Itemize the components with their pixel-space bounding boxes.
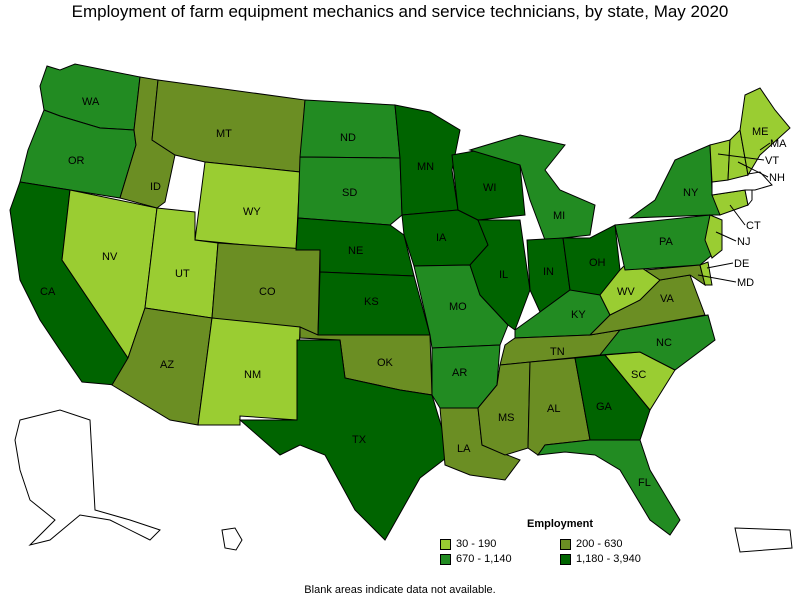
state-FL[interactable] xyxy=(536,439,681,536)
state-PR[interactable] xyxy=(734,527,793,553)
leader-lines xyxy=(697,142,771,283)
legend-swatch-2 xyxy=(560,538,571,550)
state-NY[interactable] xyxy=(628,144,721,219)
label-WA: WA xyxy=(82,96,100,108)
label-WV: WV xyxy=(617,286,635,298)
label-CT: CT xyxy=(746,220,761,232)
label-OR: OR xyxy=(68,155,85,167)
label-NJ: NJ xyxy=(737,236,750,248)
label-KY: KY xyxy=(571,309,586,321)
label-VA: VA xyxy=(660,293,675,305)
state-MI[interactable] xyxy=(468,134,596,241)
legend-swatch-4 xyxy=(560,553,571,565)
label-OH: OH xyxy=(589,257,606,269)
state-MN[interactable] xyxy=(394,104,461,216)
label-SD: SD xyxy=(342,187,357,199)
legend-label-2: 200 - 630 xyxy=(576,538,623,550)
label-MS: MS xyxy=(498,412,515,424)
label-AL: AL xyxy=(547,403,560,415)
label-IL: IL xyxy=(499,269,508,281)
label-MN: MN xyxy=(417,161,434,173)
label-OK: OK xyxy=(377,357,394,369)
label-MT: MT xyxy=(216,128,232,140)
label-ME: ME xyxy=(752,126,769,138)
label-TX: TX xyxy=(352,434,367,446)
label-MO: MO xyxy=(449,301,467,313)
label-AZ: AZ xyxy=(160,359,174,371)
map-title: Employment of farm equipment mechanics a… xyxy=(71,2,729,21)
legend-label-3: 670 - 1,140 xyxy=(456,553,512,565)
legend-label-4: 1,180 - 3,940 xyxy=(576,553,641,565)
label-LA: LA xyxy=(457,443,471,455)
label-MI: MI xyxy=(553,210,565,222)
state-VT[interactable] xyxy=(709,139,731,183)
label-ND: ND xyxy=(340,132,356,144)
label-VT: VT xyxy=(765,155,779,167)
legend: Employment 30 - 190 200 - 630 670 - 1,14… xyxy=(440,518,680,565)
legend-item-2: 200 - 630 xyxy=(560,538,680,550)
label-IN: IN xyxy=(543,266,554,278)
state-ND[interactable] xyxy=(299,99,401,159)
state-IL[interactable] xyxy=(469,219,531,331)
state-ME[interactable] xyxy=(739,87,791,177)
state-PA[interactable] xyxy=(614,214,719,271)
label-IA: IA xyxy=(436,232,447,244)
label-ID: ID xyxy=(150,181,161,193)
label-FL: FL xyxy=(638,477,651,489)
label-SC: SC xyxy=(631,369,646,381)
legend-item-4: 1,180 - 3,940 xyxy=(560,553,680,565)
label-CA: CA xyxy=(40,286,56,298)
label-WY: WY xyxy=(243,206,261,218)
label-AR: AR xyxy=(452,367,467,379)
legend-title: Employment xyxy=(526,518,593,530)
footnote: Blank areas indicate data not available. xyxy=(304,584,496,596)
label-TN: TN xyxy=(550,346,565,358)
legend-swatch-3 xyxy=(440,553,451,565)
legend-swatch-1 xyxy=(440,538,451,550)
state-labels: WA OR CA NV ID MT WY UT AZ CO NM ND SD N… xyxy=(40,96,787,489)
state-TX[interactable] xyxy=(238,339,451,541)
state-MD[interactable] xyxy=(643,264,706,287)
state-MT[interactable] xyxy=(151,79,306,173)
label-WI: WI xyxy=(483,182,496,194)
state-HI[interactable] xyxy=(221,527,243,551)
label-PA: PA xyxy=(659,236,674,248)
label-MA: MA xyxy=(770,138,787,150)
label-NC: NC xyxy=(656,337,672,349)
label-DE: DE xyxy=(734,258,749,270)
label-MD: MD xyxy=(737,277,754,289)
legend-item-1: 30 - 190 xyxy=(440,538,560,550)
label-NV: NV xyxy=(102,251,118,263)
label-GA: GA xyxy=(596,401,613,413)
label-KS: KS xyxy=(364,296,379,308)
label-CO: CO xyxy=(259,286,276,298)
label-NM: NM xyxy=(244,369,261,381)
state-AK[interactable] xyxy=(14,409,161,546)
legend-item-3: 670 - 1,140 xyxy=(440,553,560,565)
state-SD[interactable] xyxy=(297,156,403,226)
legend-label-1: 30 - 190 xyxy=(456,538,497,550)
label-NE: NE xyxy=(348,245,363,257)
label-NY: NY xyxy=(683,187,699,199)
label-NH: NH xyxy=(769,172,785,184)
state-NJ[interactable] xyxy=(704,214,723,259)
label-UT: UT xyxy=(175,268,190,280)
